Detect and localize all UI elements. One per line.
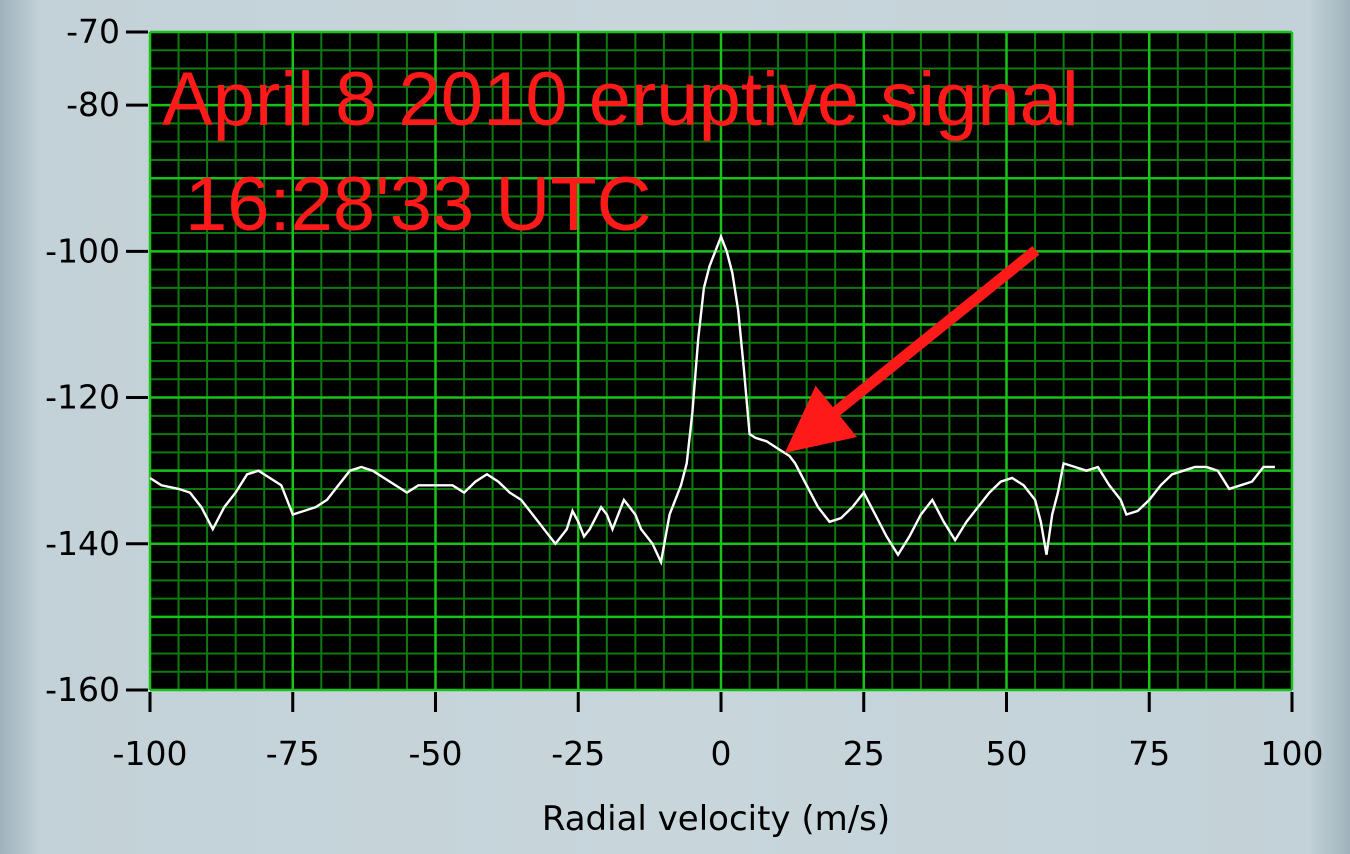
y-tick-label: -70 (66, 12, 120, 51)
y-tick-label: -140 (45, 524, 120, 563)
x-tick-label: 100 (1261, 734, 1324, 773)
axes: -100 -75 -50 -25 0 25 50 75 100 -70 -80 -100 -120 -14… (45, 12, 1323, 773)
x-tick-label: -25 (551, 734, 605, 773)
annotation-title: April 8 2010 eruptive signal (162, 57, 1079, 142)
x-tick-label: -50 (409, 734, 463, 773)
grid (148, 30, 1294, 692)
y-tick-label: -80 (66, 85, 120, 124)
x-tick-label: 75 (1128, 734, 1170, 773)
x-tick-label: -100 (113, 734, 188, 773)
series-line (149, 233, 1275, 567)
x-tick-label: 50 (986, 734, 1028, 773)
x-axis-title: Radial velocity (m/s) (542, 799, 890, 839)
y-tick-label: -120 (45, 378, 120, 417)
x-tick-label: 0 (711, 734, 732, 773)
y-tick-label: -100 (45, 231, 120, 270)
x-tick-label: -75 (266, 734, 320, 773)
x-tick-label: 25 (843, 734, 885, 773)
annotation-arrow (784, 246, 1040, 453)
y-tick-label: -160 (45, 670, 120, 709)
annotation-time: 16:28'33 UTC (185, 162, 652, 247)
